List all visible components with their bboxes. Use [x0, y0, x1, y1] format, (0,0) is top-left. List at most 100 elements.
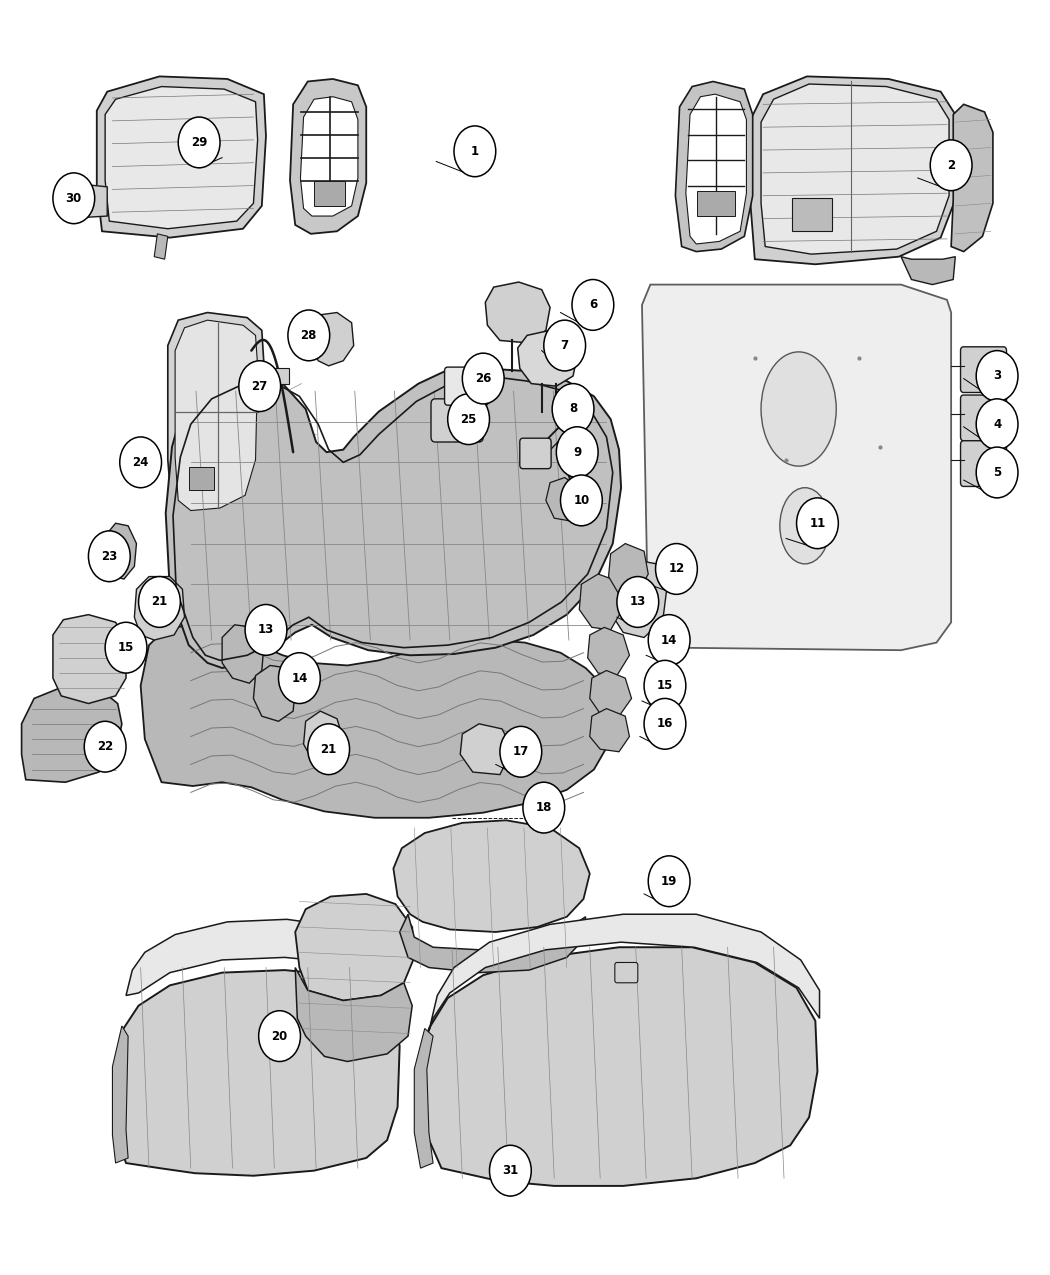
Polygon shape — [642, 284, 951, 650]
Text: 31: 31 — [502, 1164, 519, 1177]
Circle shape — [52, 173, 94, 223]
Text: 15: 15 — [118, 641, 134, 654]
Polygon shape — [751, 76, 956, 264]
Polygon shape — [105, 87, 257, 228]
Polygon shape — [223, 625, 264, 683]
Ellipse shape — [761, 352, 836, 467]
Polygon shape — [428, 914, 820, 1031]
Text: 8: 8 — [569, 403, 578, 416]
Text: 26: 26 — [475, 372, 491, 385]
Text: 14: 14 — [660, 634, 677, 646]
Text: 12: 12 — [668, 562, 685, 575]
Circle shape — [976, 448, 1018, 497]
Text: 2: 2 — [947, 159, 956, 172]
FancyBboxPatch shape — [961, 395, 1007, 441]
Bar — [189, 468, 214, 491]
Polygon shape — [290, 79, 366, 233]
Circle shape — [561, 476, 603, 525]
Text: 20: 20 — [272, 1030, 288, 1043]
Circle shape — [84, 722, 126, 773]
Text: 9: 9 — [573, 446, 582, 459]
Text: 28: 28 — [300, 329, 317, 342]
Circle shape — [797, 497, 838, 548]
Polygon shape — [166, 368, 622, 668]
Text: 11: 11 — [810, 516, 825, 529]
Polygon shape — [951, 105, 993, 251]
Polygon shape — [901, 256, 956, 284]
Circle shape — [552, 384, 594, 435]
Text: 5: 5 — [993, 465, 1002, 479]
Circle shape — [258, 1011, 300, 1062]
Polygon shape — [609, 558, 667, 638]
FancyBboxPatch shape — [961, 441, 1007, 487]
Polygon shape — [63, 184, 107, 218]
Text: 22: 22 — [97, 741, 113, 754]
Circle shape — [572, 279, 614, 330]
Polygon shape — [588, 627, 629, 676]
Polygon shape — [394, 820, 590, 932]
Text: 18: 18 — [536, 801, 552, 815]
Circle shape — [655, 543, 697, 594]
Text: 16: 16 — [656, 718, 673, 731]
Text: 30: 30 — [66, 191, 82, 205]
Text: 7: 7 — [561, 339, 569, 352]
Circle shape — [644, 660, 686, 711]
Circle shape — [462, 353, 504, 404]
Circle shape — [178, 117, 220, 168]
Circle shape — [447, 394, 489, 445]
Circle shape — [976, 351, 1018, 402]
Polygon shape — [295, 894, 415, 1001]
Text: 1: 1 — [470, 145, 479, 158]
Polygon shape — [154, 233, 168, 259]
Polygon shape — [97, 76, 266, 237]
Polygon shape — [400, 914, 586, 973]
Polygon shape — [126, 919, 398, 996]
Polygon shape — [22, 686, 122, 783]
Polygon shape — [175, 320, 257, 510]
Polygon shape — [300, 97, 358, 215]
Polygon shape — [303, 711, 343, 762]
Polygon shape — [485, 282, 550, 343]
Text: 21: 21 — [320, 743, 337, 756]
Circle shape — [523, 783, 565, 833]
Circle shape — [644, 699, 686, 750]
Polygon shape — [460, 724, 512, 775]
FancyBboxPatch shape — [520, 439, 551, 469]
Text: 6: 6 — [589, 298, 597, 311]
Circle shape — [308, 724, 350, 775]
Circle shape — [500, 727, 542, 778]
Polygon shape — [686, 94, 747, 244]
Circle shape — [617, 576, 658, 627]
Text: 3: 3 — [993, 370, 1001, 382]
Circle shape — [88, 530, 130, 581]
Bar — [270, 368, 289, 384]
Circle shape — [556, 427, 598, 478]
Circle shape — [288, 310, 330, 361]
Polygon shape — [546, 478, 582, 520]
Circle shape — [120, 437, 162, 488]
Text: 17: 17 — [512, 746, 529, 759]
Text: 14: 14 — [291, 672, 308, 685]
Text: 29: 29 — [191, 136, 207, 149]
Ellipse shape — [780, 488, 830, 564]
Polygon shape — [310, 312, 354, 366]
Circle shape — [544, 320, 586, 371]
Polygon shape — [590, 671, 631, 717]
FancyBboxPatch shape — [444, 367, 488, 405]
Polygon shape — [168, 312, 264, 518]
Polygon shape — [141, 625, 611, 817]
Circle shape — [454, 126, 496, 177]
Circle shape — [245, 604, 287, 655]
Polygon shape — [113, 970, 400, 1176]
Polygon shape — [253, 666, 295, 722]
Circle shape — [976, 399, 1018, 450]
Circle shape — [648, 615, 690, 666]
Text: 13: 13 — [258, 623, 274, 636]
Text: 13: 13 — [630, 595, 646, 608]
Circle shape — [278, 653, 320, 704]
Polygon shape — [675, 82, 753, 251]
FancyBboxPatch shape — [961, 347, 1007, 393]
Bar — [793, 199, 832, 231]
Circle shape — [648, 856, 690, 907]
Text: 19: 19 — [660, 875, 677, 887]
